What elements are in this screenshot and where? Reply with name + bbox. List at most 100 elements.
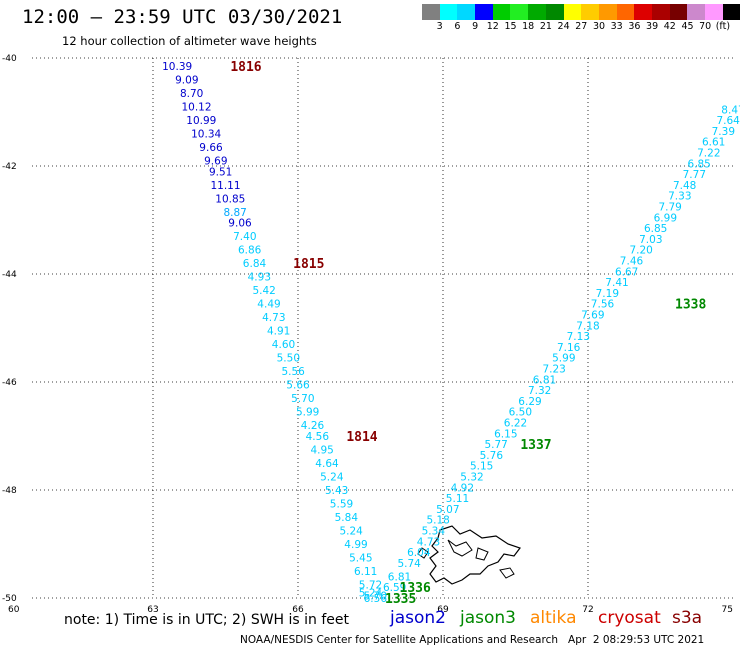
swh-value-jason2: 6.86 (238, 245, 262, 257)
swh-value-jason3: 7.39 (712, 126, 735, 138)
y-tick-label: -40 (2, 54, 17, 64)
swh-value-jason2: 10.12 (181, 102, 211, 114)
swh-value-jason2: 4.91 (267, 326, 290, 338)
legend-swatch (510, 4, 529, 20)
swh-value-jason2: 5.43 (325, 485, 348, 497)
note-text: note: 1) Time is in UTC; 2) SWH is in fe… (64, 612, 350, 628)
swh-value-jason3: 7.22 (697, 148, 720, 160)
pass-time-label: 1336 (400, 581, 431, 596)
swh-value-jason3: 5.99 (552, 353, 575, 365)
swh-value-jason3: 6.15 (494, 428, 517, 440)
x-tick-label: 75 (722, 605, 733, 615)
satellite-jason3: jason3 (460, 608, 516, 628)
swh-value-jason2: 5.99 (296, 407, 319, 419)
swh-value-jason2: 10.85 (215, 193, 245, 205)
pass-time-label: 1337 (520, 438, 551, 453)
swh-value-jason2: 10.34 (191, 129, 221, 141)
grid-lines (32, 57, 733, 599)
swh-value-jason3: 5.11 (446, 493, 469, 505)
swh-value-jason3: 7.20 (629, 245, 652, 257)
swh-value-jason2: 4.95 (310, 445, 333, 457)
legend-swatch (598, 4, 617, 20)
swh-value-jason3: 5.07 (436, 504, 459, 516)
swh-value-jason2: 5.45 (349, 553, 372, 565)
swh-value-jason2: 9.66 (199, 142, 223, 154)
swh-value-jason3: 5.74 (397, 558, 421, 570)
swh-value-jason3: 5.32 (460, 472, 483, 484)
swh-value-jason2: 6.84 (243, 258, 267, 270)
kerguelen-coastline (417, 525, 521, 585)
swh-value-jason2: 9.06 (228, 218, 252, 230)
swh-value-jason3: 6.99 (654, 212, 677, 224)
swh-value-jason3: 6.85 (687, 158, 710, 170)
legend-swatch (651, 4, 670, 20)
swh-value-jason2: 8.87 (223, 207, 246, 219)
swh-value-jason3: 6.22 (504, 418, 527, 430)
swh-value-jason2: 5.70 (291, 393, 314, 405)
swh-value-jason3: 7.33 (668, 191, 691, 203)
swh-value-jason2: 9.09 (175, 75, 198, 87)
swh-value-jason2: 5.56 (281, 366, 305, 378)
legend-swatch (687, 4, 705, 20)
legend-swatch (475, 4, 493, 20)
pass-time-label: 1814 (346, 430, 377, 445)
swh-value-jason3: 7.32 (528, 385, 551, 397)
legend-label: 70 (699, 21, 712, 32)
swh-value-jason3: 7.48 (673, 180, 696, 192)
legend-swatch (422, 4, 440, 20)
swh-value-jason2: 4.49 (257, 299, 280, 311)
swh-value-jason3: 6.59 (383, 582, 406, 594)
swh-value-jason3: 7.13 (567, 331, 590, 343)
legend-swatch (722, 4, 740, 20)
color-legend (422, 4, 740, 20)
swh-value-jason2: 4.64 (315, 458, 339, 470)
swh-value-jason3: 6.67 (615, 266, 638, 278)
swh-value-jason3: 6.04 (407, 547, 431, 559)
swh-value-jason3: 7.23 (542, 364, 565, 376)
legend-swatch (439, 4, 458, 20)
legend-label: (ft) (715, 21, 731, 32)
swh-value-jason2: 8.70 (180, 88, 203, 100)
legend-label: 45 (681, 21, 694, 32)
swh-value-jason2: 4.99 (344, 539, 367, 551)
swh-value-jason2: 5.24 (339, 526, 363, 538)
swh-value-jason2: 4.56 (306, 431, 330, 443)
swh-value-jason3: 7.77 (683, 169, 706, 181)
swh-value-jason2: 5.70 (364, 590, 387, 602)
swh-value-jason3: 6.85 (644, 223, 667, 235)
swh-value-jason2: 5.50 (277, 353, 300, 365)
satellite-s3a: s3a (672, 608, 703, 628)
swh-value-jason2: 9.51 (209, 166, 232, 178)
x-tick-label: 69 (437, 605, 449, 615)
legend-label: 18 (522, 21, 535, 32)
satellite-altika: altika (530, 608, 577, 628)
legend-swatch (634, 4, 652, 20)
swh-value-jason3: 6.81 (388, 571, 411, 583)
swh-value-jason2: 5.84 (335, 512, 359, 524)
swh-value-jason3: 7.18 (576, 320, 599, 332)
legend-label: 33 (610, 21, 623, 32)
swh-value-jason2: 4.26 (301, 420, 325, 432)
swh-value-jason2: 10.39 (162, 61, 192, 73)
legend-label: 36 (628, 21, 641, 32)
swh-value-jason3: 7.16 (557, 342, 581, 354)
legend-label: 3 (436, 21, 443, 32)
swh-value-jason2: 9.69 (204, 156, 227, 168)
page-title: 12:00 – 23:59 UTC 03/30/2021 (22, 6, 343, 28)
y-tick-label: -44 (2, 270, 17, 280)
swh-value-jason3: 6.56 (364, 593, 388, 605)
pass-time-label: 1815 (293, 257, 324, 272)
swh-value-jason2: 4.60 (272, 339, 295, 351)
legend-swatch (581, 4, 599, 20)
pass-time-label: 1338 (675, 298, 706, 313)
swh-value-jason3: 7.56 (591, 299, 615, 311)
legend-label: 30 (592, 21, 606, 32)
swh-value-jason3: 7.79 (658, 202, 681, 214)
swh-value-jason3: 6.29 (518, 396, 541, 408)
swh-value-jason3: 8.47 (721, 104, 740, 116)
legend-label: 42 (663, 21, 676, 32)
y-tick-label: -46 (2, 378, 17, 388)
legend-swatch (669, 4, 688, 20)
